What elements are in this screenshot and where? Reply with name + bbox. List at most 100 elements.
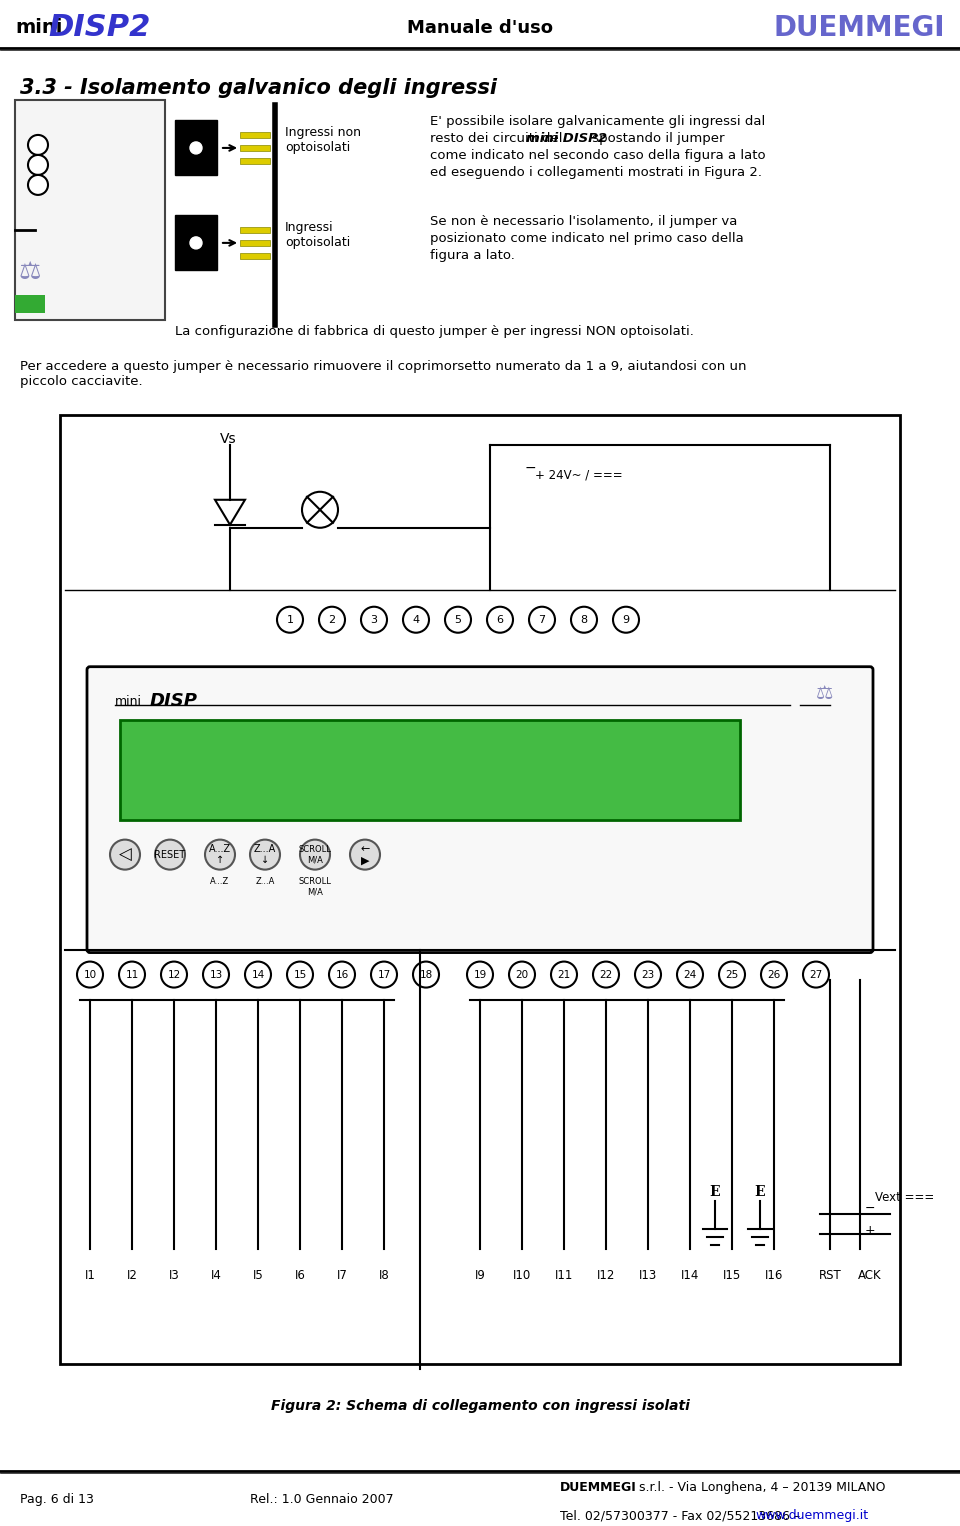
Text: −: − xyxy=(525,461,537,475)
Circle shape xyxy=(302,491,338,528)
Text: I12: I12 xyxy=(597,1270,615,1282)
Circle shape xyxy=(250,839,280,870)
Circle shape xyxy=(110,839,140,870)
Text: ◁: ◁ xyxy=(119,845,132,864)
Text: I4: I4 xyxy=(210,1270,222,1282)
Circle shape xyxy=(205,839,235,870)
Text: ←
▶: ← ▶ xyxy=(360,844,370,865)
Text: 21: 21 xyxy=(558,969,570,980)
Text: 15: 15 xyxy=(294,969,306,980)
Text: I6: I6 xyxy=(295,1270,305,1282)
Text: RESET: RESET xyxy=(155,850,185,859)
Circle shape xyxy=(190,237,202,249)
Text: 13: 13 xyxy=(209,969,223,980)
Bar xyxy=(240,145,270,151)
Circle shape xyxy=(803,961,829,987)
Text: Per accedere a questo jumper è necessario rimuovere il coprimorsetto numerato da: Per accedere a questo jumper è necessari… xyxy=(20,360,747,388)
Text: ⚖: ⚖ xyxy=(19,259,41,284)
Text: mini DISP2: mini DISP2 xyxy=(526,131,607,145)
Circle shape xyxy=(28,156,48,175)
Text: DISP2: DISP2 xyxy=(48,14,151,43)
Text: SCROLL
M/A: SCROLL M/A xyxy=(299,845,331,864)
Text: come indicato nel secondo caso della figura a lato: come indicato nel secondo caso della fig… xyxy=(430,150,766,162)
Text: Z...A: Z...A xyxy=(255,876,275,885)
Circle shape xyxy=(593,961,619,987)
Bar xyxy=(175,121,217,175)
Circle shape xyxy=(509,961,535,987)
Text: Z...A
↓: Z...A ↓ xyxy=(253,844,276,865)
Text: ed eseguendo i collegamenti mostrati in Figura 2.: ed eseguendo i collegamenti mostrati in … xyxy=(430,166,762,179)
Circle shape xyxy=(551,961,577,987)
Text: 22: 22 xyxy=(599,969,612,980)
Text: + 24V~ / ===: + 24V~ / === xyxy=(535,468,623,481)
Circle shape xyxy=(487,607,513,633)
Text: mini: mini xyxy=(115,694,142,708)
Text: 8: 8 xyxy=(581,615,588,624)
Circle shape xyxy=(203,961,229,987)
Text: 18: 18 xyxy=(420,969,433,980)
Circle shape xyxy=(77,961,103,987)
Text: I5: I5 xyxy=(252,1270,263,1282)
Text: ⚖: ⚖ xyxy=(816,685,833,703)
Text: I15: I15 xyxy=(723,1270,741,1282)
Circle shape xyxy=(571,607,597,633)
Text: spostando il jumper: spostando il jumper xyxy=(588,131,725,145)
Text: I2: I2 xyxy=(127,1270,137,1282)
Text: Pag. 6 di 13: Pag. 6 di 13 xyxy=(20,1492,94,1506)
Text: 27: 27 xyxy=(809,969,823,980)
Text: Tel. 02/57300377 - Fax 02/55213686 –: Tel. 02/57300377 - Fax 02/55213686 – xyxy=(560,1509,804,1523)
Text: I16: I16 xyxy=(765,1270,783,1282)
Circle shape xyxy=(28,175,48,195)
Text: 11: 11 xyxy=(126,969,138,980)
Circle shape xyxy=(350,839,380,870)
Bar xyxy=(60,415,900,1364)
Text: Vs: Vs xyxy=(220,432,236,446)
Text: +: + xyxy=(865,1224,876,1238)
Text: 12: 12 xyxy=(167,969,180,980)
Text: figura a lato.: figura a lato. xyxy=(430,249,515,262)
Text: posizionato come indicato nel primo caso della: posizionato come indicato nel primo caso… xyxy=(430,232,744,244)
Circle shape xyxy=(28,134,48,156)
Text: ACK: ACK xyxy=(858,1270,882,1282)
Text: Manuale d'uso: Manuale d'uso xyxy=(407,18,553,37)
Text: La configurazione di fabbrica di questo jumper è per ingressi NON optoisolati.: La configurazione di fabbrica di questo … xyxy=(175,325,694,337)
Bar xyxy=(240,227,270,233)
Circle shape xyxy=(445,607,471,633)
Bar xyxy=(240,253,270,259)
Circle shape xyxy=(761,961,787,987)
Text: E: E xyxy=(709,1186,720,1199)
Text: Ingressi non
optoisolati: Ingressi non optoisolati xyxy=(285,127,361,154)
Text: 19: 19 xyxy=(473,969,487,980)
Circle shape xyxy=(361,607,387,633)
Text: Ingressi
optoisolati: Ingressi optoisolati xyxy=(285,221,350,249)
Text: 4: 4 xyxy=(413,615,420,624)
Circle shape xyxy=(635,961,661,987)
Text: 1: 1 xyxy=(286,615,294,624)
Text: Rel.: 1.0 Gennaio 2007: Rel.: 1.0 Gennaio 2007 xyxy=(250,1492,394,1506)
Text: 16: 16 xyxy=(335,969,348,980)
Text: −: − xyxy=(865,1201,876,1215)
Text: DUEMMEGI: DUEMMEGI xyxy=(774,14,945,43)
Circle shape xyxy=(277,607,303,633)
Circle shape xyxy=(287,961,313,987)
Circle shape xyxy=(719,961,745,987)
Circle shape xyxy=(413,961,439,987)
Text: I3: I3 xyxy=(169,1270,180,1282)
Circle shape xyxy=(161,961,187,987)
Text: I11: I11 xyxy=(555,1270,573,1282)
Text: Se non è necessario l'isolamento, il jumper va: Se non è necessario l'isolamento, il jum… xyxy=(430,215,737,227)
Text: 3.3 - Isolamento galvanico degli ingressi: 3.3 - Isolamento galvanico degli ingress… xyxy=(20,78,497,98)
Text: E' possibile isolare galvanicamente gli ingressi dal: E' possibile isolare galvanicamente gli … xyxy=(430,114,765,128)
Circle shape xyxy=(300,839,330,870)
Text: 26: 26 xyxy=(767,969,780,980)
Circle shape xyxy=(613,607,639,633)
Bar xyxy=(175,215,217,270)
Circle shape xyxy=(245,961,271,987)
Text: 14: 14 xyxy=(252,969,265,980)
Text: 10: 10 xyxy=(84,969,97,980)
Text: Figura 2: Schema di collegamento con ingressi isolati: Figura 2: Schema di collegamento con ing… xyxy=(271,1399,689,1413)
Circle shape xyxy=(155,839,185,870)
Polygon shape xyxy=(215,501,245,525)
Text: 17: 17 xyxy=(377,969,391,980)
Bar xyxy=(240,240,270,246)
